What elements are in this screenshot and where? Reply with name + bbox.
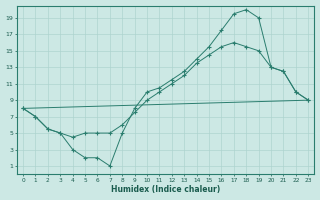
X-axis label: Humidex (Indice chaleur): Humidex (Indice chaleur) xyxy=(111,185,220,194)
